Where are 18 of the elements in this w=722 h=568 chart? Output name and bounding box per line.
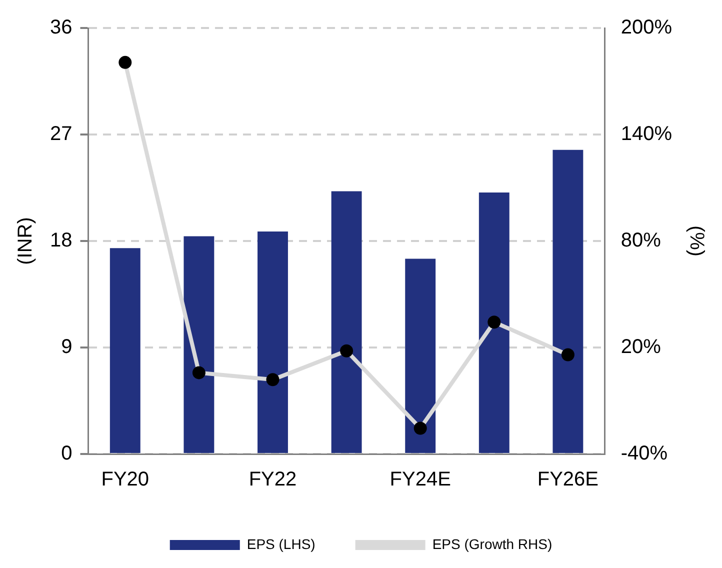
y2-tick-label: -40% — [620, 442, 668, 465]
y2-tick-label: 140% — [620, 123, 672, 146]
x-tick-label: FY26E — [537, 468, 599, 491]
legend-label: EPS (Growth RHS) — [432, 536, 552, 552]
x-tick-label: FY22 — [248, 468, 297, 491]
y-tick-label: 18 — [50, 230, 72, 252]
legend-label: EPS (LHS) — [246, 536, 316, 552]
y2-tick-label: 80% — [620, 230, 662, 252]
y-tick-label: 36 — [50, 16, 72, 39]
y2-tick-label: 20% — [620, 336, 662, 358]
y2-axis-title: (%) — [685, 225, 708, 257]
y-tick-label: 27 — [50, 123, 72, 146]
x-tick-label: FY20 — [101, 468, 150, 491]
y2-tick-label: 200% — [620, 16, 672, 39]
y-tick-label: 9 — [61, 336, 72, 358]
y-axis-title: (INR) — [14, 217, 37, 265]
x-tick-label: FY24E — [390, 468, 451, 491]
y-tick-label: 0 — [61, 442, 72, 465]
